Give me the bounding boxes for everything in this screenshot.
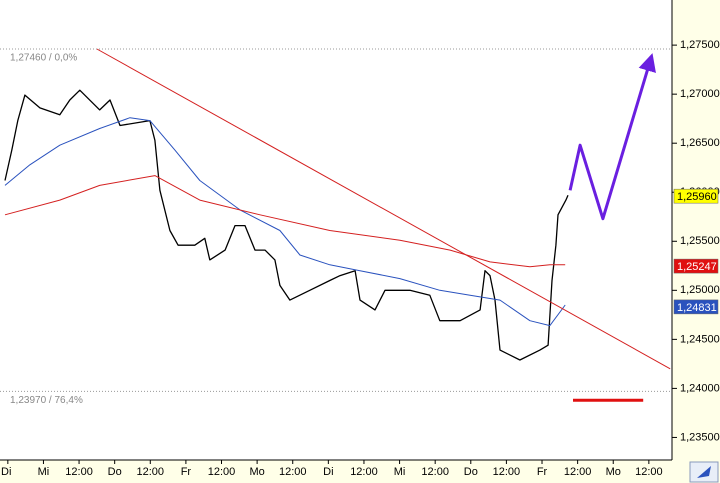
x-tick-label: 12:00 <box>421 466 449 478</box>
x-tick-label: Mo <box>606 466 621 478</box>
x-tick-label: 12:00 <box>208 466 236 478</box>
x-tick-label: Di <box>1 466 11 478</box>
x-tick-label: 12:00 <box>350 466 378 478</box>
price-tag <box>673 258 719 274</box>
price-tag <box>673 188 719 204</box>
plot-area <box>0 0 672 460</box>
series-line <box>96 48 671 370</box>
price-tag-label: 1,24831 <box>677 302 717 314</box>
level-label: 1,27460 / 0,0% <box>10 53 77 64</box>
x-tick-label: Di <box>323 466 333 478</box>
x-tick-label: Fr <box>537 466 548 478</box>
x-tick-label: Fr <box>181 466 192 478</box>
series-line <box>568 53 656 221</box>
price-tag-label: 1,25960 <box>677 191 717 203</box>
x-tick-label: Mi <box>38 466 50 478</box>
plot: 1,235001,240001,245001,250001,255001,260… <box>0 39 720 478</box>
x-tick-label: 12:00 <box>137 466 165 478</box>
x-tick-label: Do <box>108 466 122 478</box>
y-tick-label: 1,27500 <box>680 39 720 51</box>
y-tick-label: 1,25500 <box>680 235 720 247</box>
x-tick-label: Mi <box>394 466 406 478</box>
y-tick-label: 1,25000 <box>680 284 720 296</box>
x-tick-label: 12:00 <box>493 466 521 478</box>
x-tick-label: 12:00 <box>65 466 93 478</box>
corner-icon[interactable] <box>689 461 719 483</box>
series-line <box>4 175 566 268</box>
x-tick-label: Do <box>464 466 478 478</box>
y-tick-label: 1,24000 <box>680 382 720 394</box>
y-axis-area <box>672 0 720 483</box>
y-tick-label: 1,23500 <box>680 431 720 443</box>
x-tick-label: 12:00 <box>635 466 663 478</box>
x-tick-label: 12:00 <box>279 466 307 478</box>
level-label: 1,23970 / 76,4% <box>10 395 83 406</box>
x-tick-label: 12:00 <box>564 466 592 478</box>
y-tick-label: 1,24500 <box>680 333 720 345</box>
y-tick-label: 1,26500 <box>680 137 720 149</box>
series-line <box>4 117 566 327</box>
series-line <box>4 89 569 361</box>
x-axis-area <box>0 460 672 483</box>
x-tick-label: Mo <box>249 466 264 478</box>
price-tag-label: 1,25247 <box>677 261 717 273</box>
price-tag <box>673 299 719 315</box>
y-tick-label: 1,27000 <box>680 88 720 100</box>
